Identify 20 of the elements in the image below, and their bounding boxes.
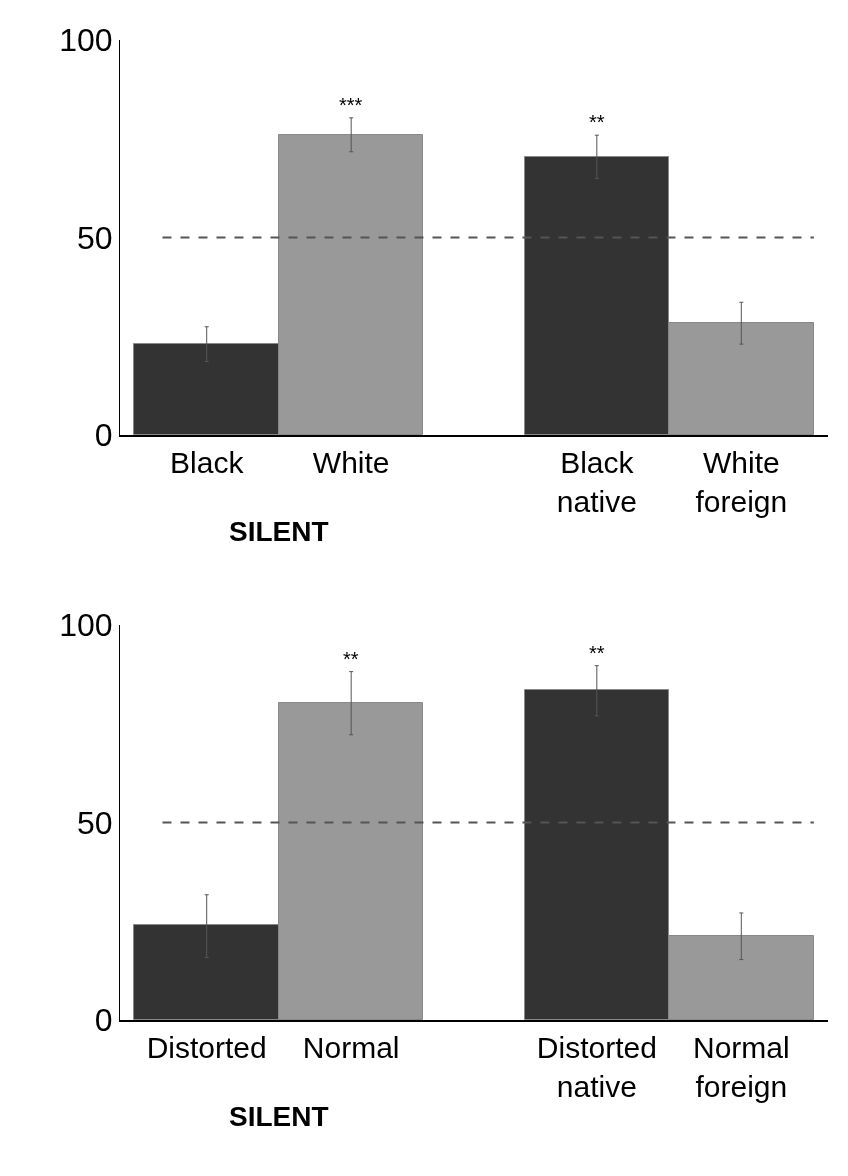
y-tick-label: 50 bbox=[77, 219, 113, 256]
x-tick-label: Distorted native bbox=[536, 1031, 657, 1103]
x-tick-label: White bbox=[312, 446, 390, 479]
annotation: ** bbox=[589, 642, 605, 664]
annotation: ** bbox=[589, 111, 605, 133]
annotation: *** bbox=[339, 94, 363, 116]
x-tick-label: Normal foreign bbox=[692, 1031, 790, 1103]
x-tick-label: Black bbox=[170, 446, 245, 479]
text: SILENT bbox=[229, 1101, 329, 1132]
y-tick-label: 0 bbox=[94, 417, 113, 454]
x-tick-label: Normal bbox=[302, 1031, 400, 1064]
x-tick-label: Distorted bbox=[146, 1031, 267, 1064]
x-tick-label: White foreign bbox=[695, 446, 788, 518]
text: SILENT bbox=[229, 516, 329, 547]
x-tick-label: Black native bbox=[556, 446, 637, 518]
annotation: ** bbox=[343, 648, 359, 670]
y-tick-label: 50 bbox=[77, 804, 113, 841]
y-tick-label: 100 bbox=[59, 22, 113, 59]
y-tick-label: 0 bbox=[94, 1002, 113, 1039]
y-tick-label: 100 bbox=[59, 607, 113, 644]
